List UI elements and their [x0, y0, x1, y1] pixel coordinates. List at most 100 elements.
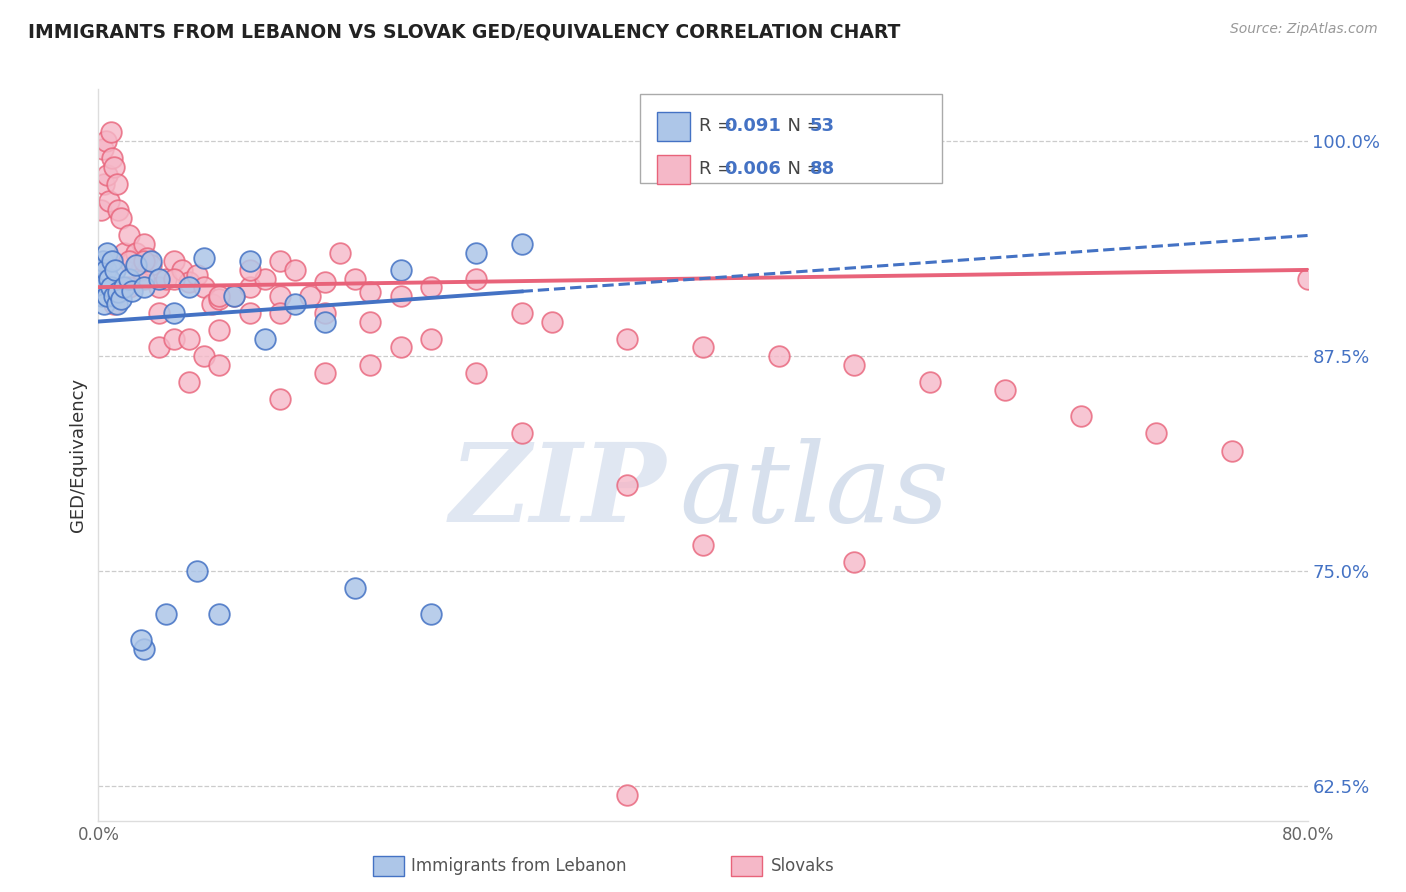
Point — [132, 280, 155, 294]
Point — [299, 289, 322, 303]
Point — [170, 263, 193, 277]
Point — [135, 251, 157, 265]
Point — [179, 332, 201, 346]
Point — [103, 297, 125, 311]
Point — [186, 268, 208, 282]
Point — [284, 263, 307, 277]
Point — [98, 194, 121, 208]
Point — [918, 375, 941, 389]
Point — [994, 384, 1017, 398]
Point — [314, 366, 336, 380]
Point — [90, 263, 112, 277]
Point — [465, 366, 488, 380]
Point — [105, 297, 128, 311]
Point — [104, 263, 127, 277]
Point — [269, 392, 291, 406]
Point — [540, 314, 562, 328]
Point — [93, 275, 115, 289]
Y-axis label: GED/Equivalency: GED/Equivalency — [69, 378, 87, 532]
Text: Immigrants from Lebanon: Immigrants from Lebanon — [411, 857, 626, 875]
Point — [344, 271, 367, 285]
Point — [93, 177, 115, 191]
Text: Source: ZipAtlas.com: Source: ZipAtlas.com — [1230, 22, 1378, 37]
Point — [208, 289, 231, 303]
Point — [314, 275, 336, 289]
Point — [1146, 426, 1168, 441]
Point — [118, 280, 141, 294]
Point — [420, 332, 443, 346]
Point — [208, 323, 231, 337]
Point — [208, 607, 231, 621]
Point — [510, 237, 533, 252]
Point — [121, 284, 143, 298]
Point — [112, 280, 135, 294]
Point — [208, 292, 231, 306]
Point — [253, 271, 276, 285]
Point — [269, 254, 291, 268]
Point — [103, 289, 125, 303]
Point — [360, 285, 382, 300]
Point — [148, 306, 170, 320]
Point — [148, 271, 170, 285]
Point — [100, 125, 122, 139]
Text: atlas: atlas — [679, 438, 949, 545]
Point — [193, 280, 215, 294]
Point — [141, 254, 163, 268]
Text: 0.006: 0.006 — [724, 160, 780, 178]
Point — [125, 245, 148, 260]
Point — [89, 280, 111, 294]
Point — [269, 306, 291, 320]
Text: R =: R = — [699, 117, 738, 135]
Text: IMMIGRANTS FROM LEBANON VS SLOVAK GED/EQUIVALENCY CORRELATION CHART: IMMIGRANTS FROM LEBANON VS SLOVAK GED/EQ… — [28, 22, 900, 41]
Point — [186, 564, 208, 578]
Point — [208, 358, 231, 372]
Point — [141, 258, 163, 272]
Point — [692, 538, 714, 552]
Point — [101, 254, 124, 268]
Point — [314, 314, 336, 328]
Point — [193, 349, 215, 363]
Point — [389, 340, 412, 354]
Text: N =: N = — [776, 117, 828, 135]
Point — [360, 358, 382, 372]
Point — [101, 151, 124, 165]
Point — [110, 211, 132, 226]
Text: 0.091: 0.091 — [724, 117, 780, 135]
Point — [616, 478, 638, 492]
Point — [107, 202, 129, 217]
Point — [616, 788, 638, 802]
Point — [389, 289, 412, 303]
Point — [90, 271, 112, 285]
Point — [110, 280, 132, 294]
Point — [132, 237, 155, 252]
Point — [193, 251, 215, 265]
Point — [132, 271, 155, 285]
Point — [179, 375, 201, 389]
Text: ZIP: ZIP — [450, 438, 666, 545]
Point — [314, 306, 336, 320]
Point — [96, 289, 118, 303]
Point — [155, 271, 177, 285]
Point — [239, 263, 262, 277]
Point — [148, 280, 170, 294]
Point — [239, 306, 262, 320]
Point — [465, 245, 488, 260]
Point — [93, 297, 115, 311]
Text: N =: N = — [776, 160, 828, 178]
Point — [132, 254, 155, 268]
Point — [163, 306, 186, 320]
Point — [329, 245, 352, 260]
Point — [91, 289, 114, 303]
Point — [1070, 409, 1092, 424]
Point — [91, 143, 114, 157]
Point — [420, 280, 443, 294]
Text: 53: 53 — [810, 117, 835, 135]
Point — [155, 607, 177, 621]
Point — [129, 263, 152, 277]
Text: 88: 88 — [810, 160, 835, 178]
Point — [201, 297, 224, 311]
Point — [616, 332, 638, 346]
Point — [118, 271, 141, 285]
Point — [110, 292, 132, 306]
Point — [844, 556, 866, 570]
